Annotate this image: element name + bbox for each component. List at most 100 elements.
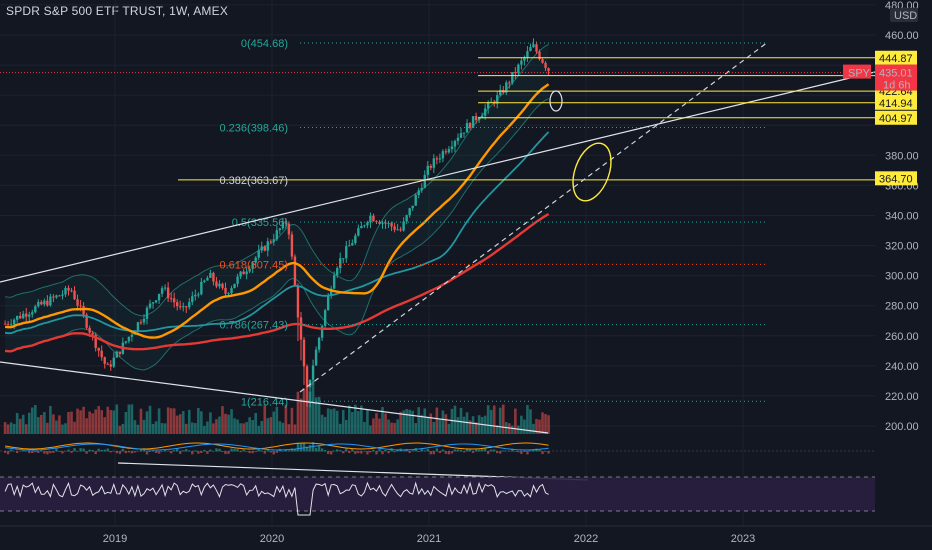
volume-bar [124, 411, 128, 434]
volume-bar [37, 417, 40, 434]
candle-body [468, 123, 472, 128]
macd-bar [493, 449, 496, 452]
candle-body [381, 222, 384, 224]
volume-bar [115, 404, 119, 434]
macd-bar [502, 450, 505, 452]
candle-body [396, 229, 399, 231]
volume-bar [296, 391, 300, 434]
rsi-pane: 80.0040.00 [0, 463, 912, 516]
macd-bar [505, 450, 508, 452]
volume-bar [15, 413, 19, 434]
rsi-line [4, 481, 549, 516]
macd-bar [468, 449, 472, 452]
volume-bar [221, 406, 224, 434]
candle-body [432, 158, 436, 168]
volume-bar [27, 412, 31, 434]
macd-bar [34, 451, 37, 453]
volume-bar [187, 409, 191, 434]
volume-bar [366, 409, 369, 434]
volume-bar [347, 405, 351, 434]
macd-bar [520, 451, 523, 454]
volume-bar [200, 411, 203, 434]
macd-bar [230, 448, 233, 452]
macd-bar [348, 451, 351, 454]
volume-bar [332, 408, 336, 434]
candle-body [302, 339, 306, 367]
candle-body [248, 268, 251, 272]
macd-bar [456, 449, 460, 452]
candle-body [233, 283, 236, 289]
volume-bar [163, 423, 167, 434]
macd-bar [145, 451, 149, 455]
candle-body [169, 298, 173, 300]
macd-bar [432, 451, 436, 455]
symbol-tag [843, 64, 871, 79]
currency-label: USD [894, 10, 917, 22]
candle-body [245, 271, 248, 275]
candle-body [532, 44, 535, 48]
macd-bar [109, 451, 112, 453]
volume-bar [30, 407, 34, 434]
macd-bar [275, 451, 279, 453]
rsi-band [0, 477, 875, 511]
macd-bar [37, 451, 40, 453]
volume-bar [438, 419, 442, 434]
candle-body [88, 327, 91, 333]
volume-bar [40, 414, 43, 434]
volume-bar [18, 418, 22, 434]
volume-bar [49, 405, 52, 434]
volume-bar [206, 421, 209, 434]
candle-body [369, 215, 372, 223]
macd-bar [67, 449, 70, 452]
volume-bar [351, 411, 354, 434]
macd-pane: 0.00 [0, 442, 909, 458]
volume-bar [390, 422, 393, 434]
volume-bar [239, 423, 242, 434]
volume-bar [317, 396, 321, 434]
macd-bar [15, 451, 19, 454]
price-tick: 200.00 [885, 421, 919, 433]
small-ellipse [549, 90, 563, 112]
price-axis: 480.00460.00380.00360.00340.00320.00300.… [843, 0, 932, 526]
macd-bar [314, 447, 318, 452]
price-tick: 300.00 [885, 271, 919, 283]
macd-bar [221, 451, 224, 452]
macd-bar [293, 448, 297, 452]
macd-bar [100, 449, 103, 452]
candle-body [438, 158, 442, 160]
price-tag-label: 414.94 [879, 98, 913, 110]
fib-retracement: 0(454.68) 0.236(398.46) 0.382(363.67) 0.5(3… [178, 38, 875, 408]
volume-bar [181, 411, 185, 434]
volume-bar [405, 409, 408, 434]
volume-bar [166, 407, 170, 434]
volume-bar [323, 416, 327, 434]
candle-body [523, 57, 526, 61]
volume-bar [91, 413, 94, 434]
fib-label: 0.236(398.46) [220, 123, 289, 135]
volume-bar [354, 404, 357, 434]
volume-bar [532, 423, 535, 434]
macd-bar [366, 451, 369, 455]
candle-body [124, 341, 128, 343]
time-axis: 2019 2020 2021 2022 2023 [0, 525, 932, 550]
candle-body [28, 314, 31, 317]
price-tick: 480.00 [885, 0, 919, 12]
candle-body [97, 347, 100, 351]
ma-red-line [4, 213, 550, 353]
volume-bar [290, 407, 294, 434]
candle-body [405, 215, 408, 222]
candle-body [520, 60, 523, 65]
candle-body [142, 318, 146, 323]
candle-body [239, 271, 242, 277]
volume-bar [169, 408, 173, 434]
volume-bar [396, 419, 399, 434]
volume-bar [529, 409, 532, 434]
macd-bar [28, 451, 31, 454]
macd-bar [82, 448, 85, 452]
volume-bar [498, 407, 502, 434]
macd-bar [40, 450, 43, 452]
candle-body [73, 290, 76, 300]
volume-bar [429, 413, 433, 434]
volume-bar [136, 424, 140, 434]
